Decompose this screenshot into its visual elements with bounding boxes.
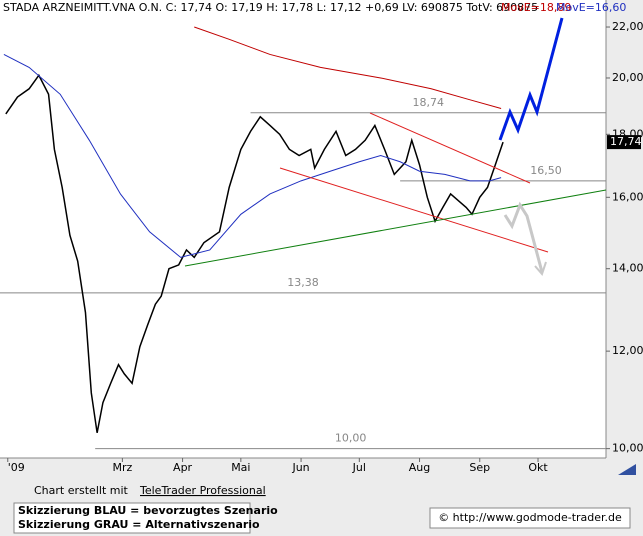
scenario-gray: [503, 201, 544, 273]
notes-box: [13, 502, 251, 534]
legend-entry: MovE=18,89: [501, 1, 571, 14]
series-line: [5, 73, 504, 433]
note: Skizzierung GRAU = Alternativszenario: [18, 518, 260, 531]
y-tick-label: 14,00: [612, 262, 643, 275]
last-price-label: 17,74: [610, 135, 642, 148]
y-tick-label: 12,00: [612, 344, 643, 357]
scroll-icon[interactable]: [618, 464, 636, 475]
level-label: 16,50: [530, 164, 562, 177]
plot-area: [0, 0, 606, 458]
legend-entry: MovE=16,60: [556, 1, 626, 14]
level-label: 18,74: [413, 96, 445, 109]
level-label: 10,00: [335, 432, 367, 445]
copyright[interactable]: © http://www.godmode-trader.de: [438, 511, 622, 524]
note: Skizzierung BLAU = bevorzugtes Szenario: [18, 504, 278, 517]
trend-channel-lower: [279, 167, 549, 253]
support-line: [184, 189, 607, 267]
plot: 18,74 16,50 13,38 10,00: [0, 26, 606, 450]
x-tick-label: Mrz: [112, 461, 132, 474]
x-tick-label: Okt: [528, 461, 548, 474]
scenario-blue: [498, 17, 564, 141]
y-tick-label: 10,00: [612, 442, 643, 455]
chart-title: STADA ARZNEIMITT.VNA O.N. C: 17,74 O: 17…: [3, 1, 538, 14]
y-tick-label: 20,00: [612, 71, 643, 84]
x-tick-label: Aug: [409, 461, 430, 474]
y-tick-label: 16,00: [612, 190, 643, 203]
y-tick-label: 22,00: [612, 20, 643, 33]
x-tick-label: Sep: [469, 461, 490, 474]
series-line: [3, 53, 502, 258]
credit-link[interactable]: TeleTrader Professional: [139, 484, 266, 497]
x-tick-label: '09: [8, 461, 25, 474]
credit: Chart erstellt mit: [34, 484, 129, 497]
last-price-box: [607, 135, 641, 150]
x-tick-label: Jul: [352, 461, 366, 474]
x-tick-label: Apr: [173, 461, 193, 474]
copyright-box: [429, 507, 631, 529]
scenario-arrow: [534, 261, 547, 276]
trend-channel-upper: [369, 112, 531, 184]
level-label: 13,38: [287, 276, 319, 289]
x-tick-label: Jun: [291, 461, 309, 474]
x-tick-label: Mai: [231, 461, 250, 474]
series-line: [194, 26, 502, 109]
